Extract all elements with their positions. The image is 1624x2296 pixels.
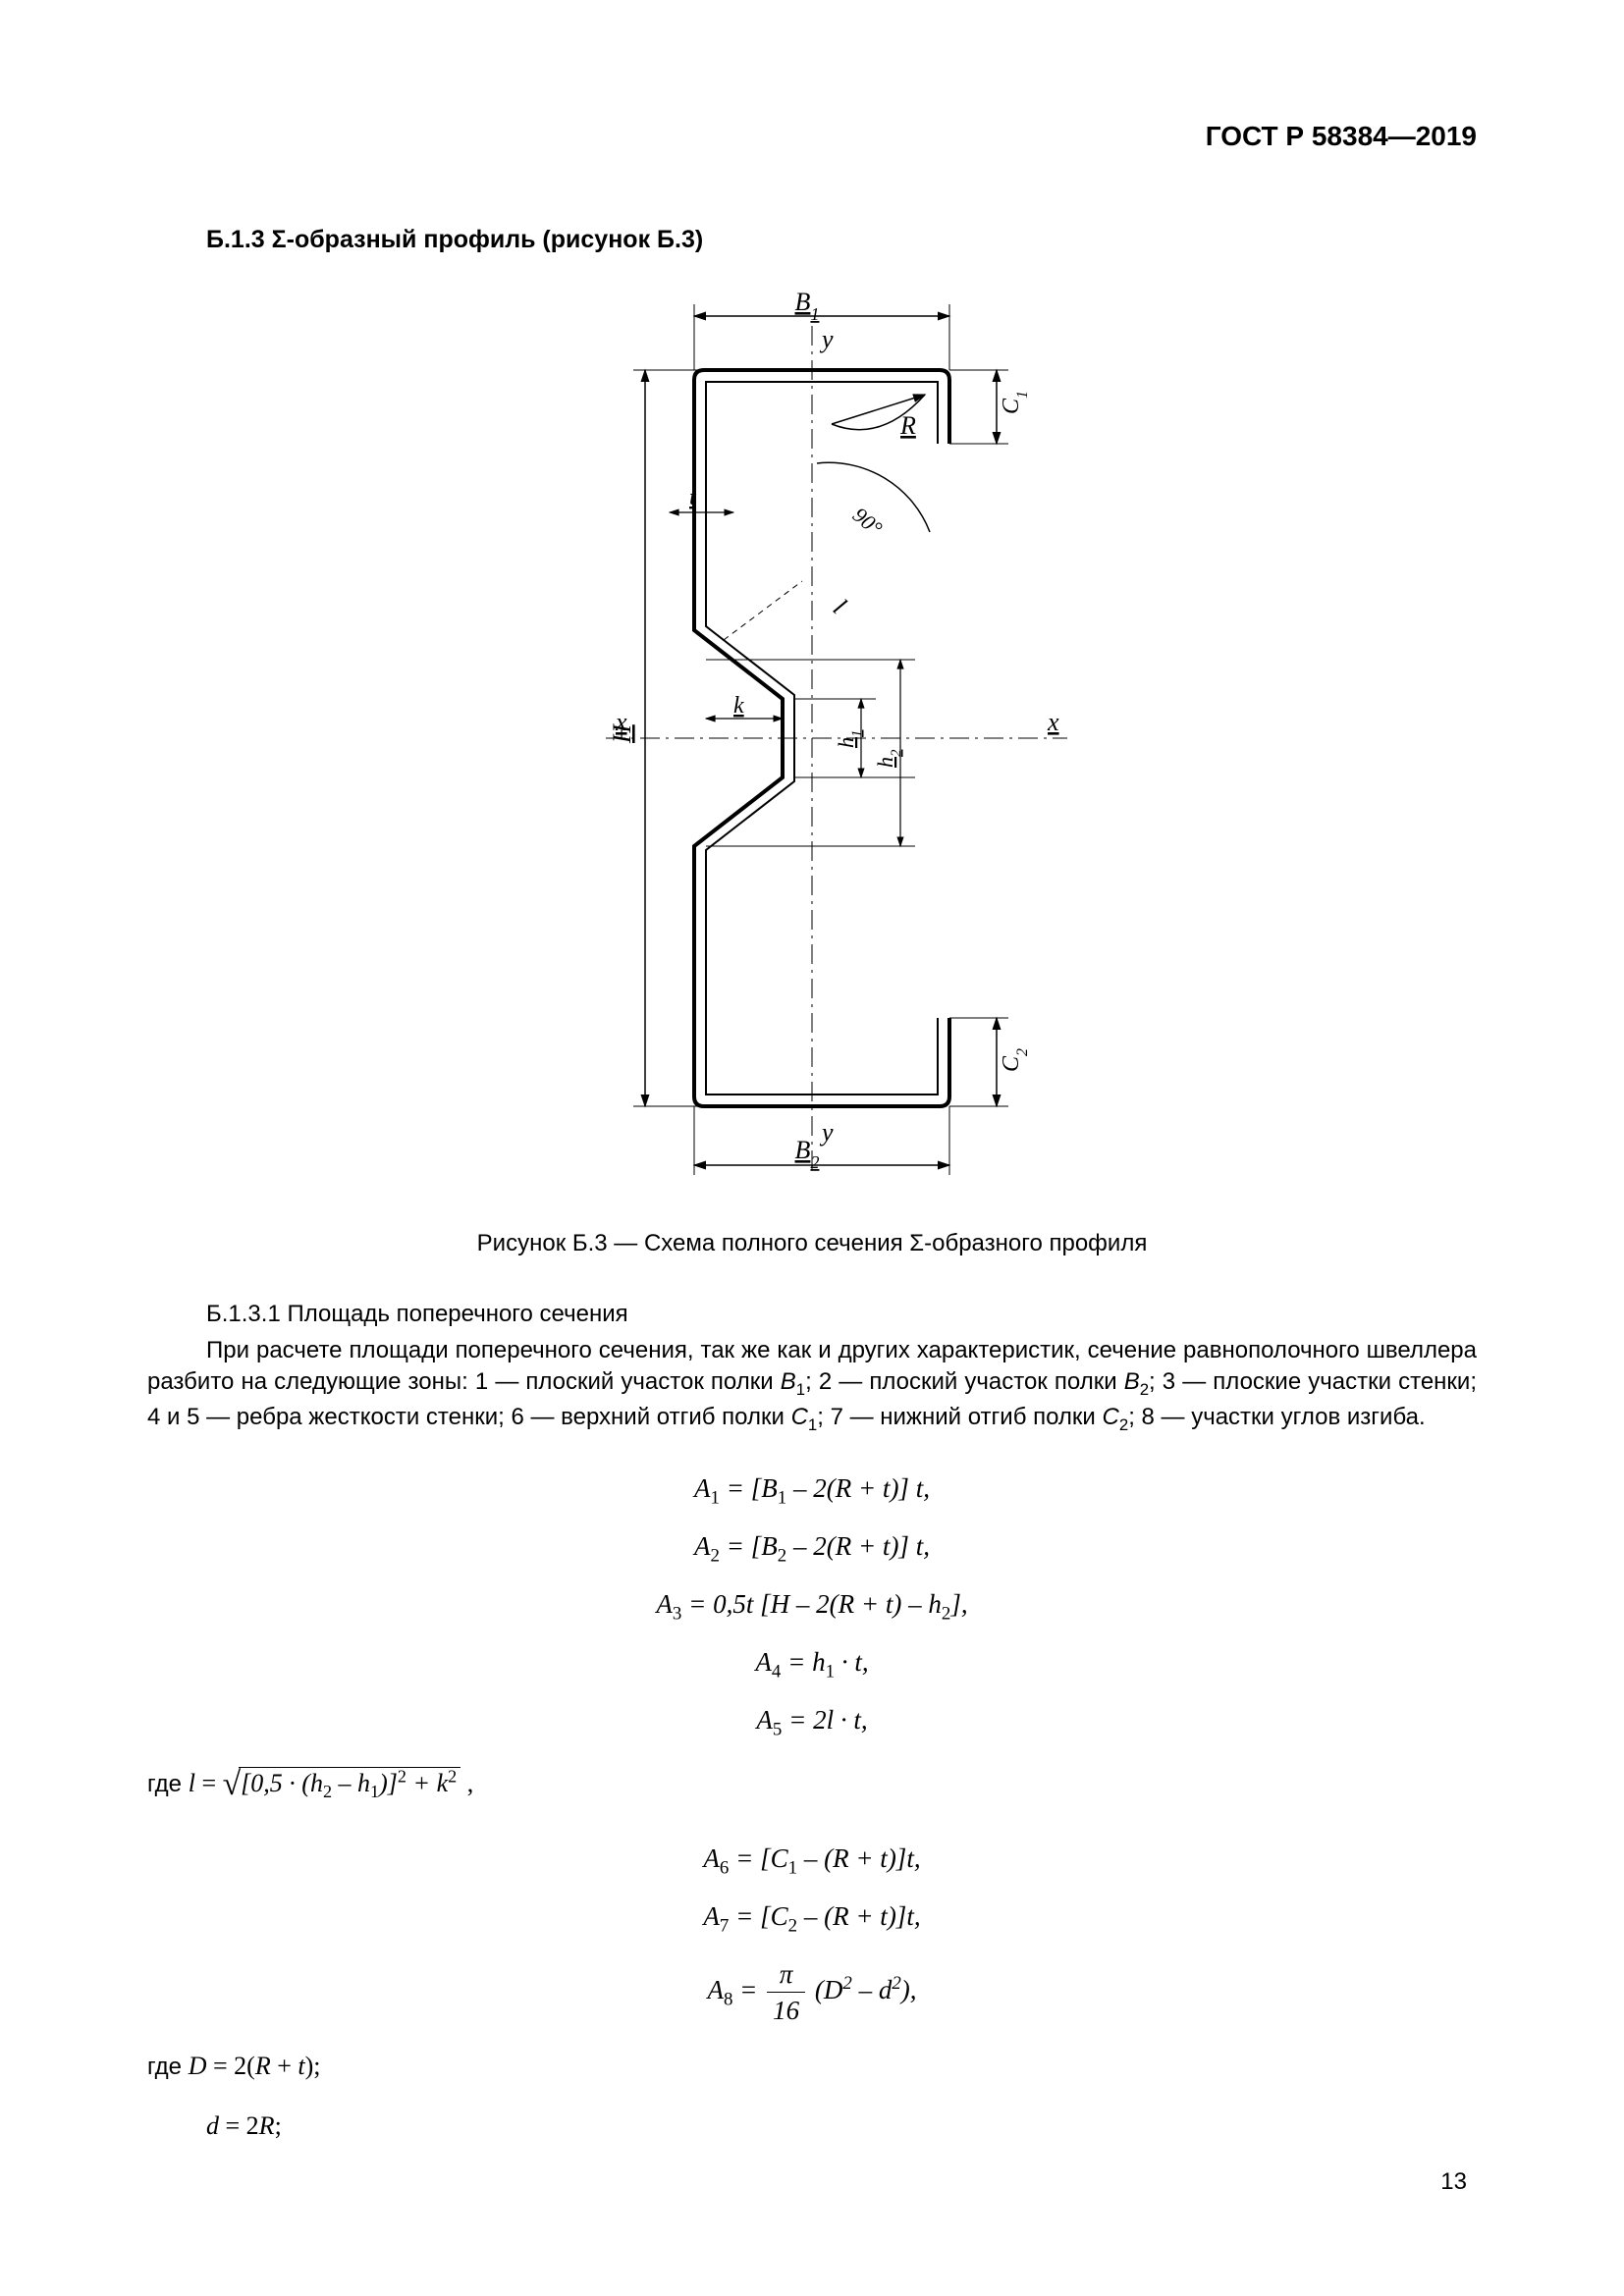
- section-number: Б.1.3: [206, 226, 272, 253]
- svg-text:R: R: [899, 411, 916, 440]
- svg-text:C2: C2: [999, 1048, 1031, 1072]
- eq-A2: A2 = [B2 – 2(R + t)] t,: [147, 1528, 1477, 1569]
- where-l: где l = √[0,5 · (h2 – h1)]2 + k2 ,: [147, 1762, 1477, 1807]
- eq-A8: A8 = π16 (D2 – d2),: [147, 1956, 1477, 2029]
- svg-text:k: k: [733, 693, 744, 719]
- section-title-rest: -образный профиль (рисунок Б.3): [287, 226, 704, 253]
- figure-b3: B1 y y x x H C1: [147, 287, 1477, 1199]
- eq-A7: A7 = [C2 – (R + t)]t,: [147, 1898, 1477, 1939]
- svg-text:90°: 90°: [848, 502, 888, 540]
- equation-block-2: A6 = [C1 – (R + t)]t, A7 = [C2 – (R + t)…: [147, 1841, 1477, 2029]
- svg-text:h2: h2: [873, 749, 904, 768]
- page-number: 13: [1440, 2166, 1467, 2198]
- figure-caption: Рисунок Б.3 — Схема полного сечения Σ-об…: [147, 1228, 1477, 1259]
- section-title: Б.1.3 Σ-образный профиль (рисунок Б.3): [147, 224, 1477, 257]
- where-d-line: d = 2R;: [206, 2109, 1477, 2143]
- svg-text:y: y: [819, 1118, 834, 1147]
- where-Dd: где D = 2(R + t);: [147, 2049, 1477, 2083]
- eq-A3: A3 = 0,5t [H – 2(R + t) – h2],: [147, 1586, 1477, 1627]
- svg-text:h1: h1: [834, 729, 865, 748]
- page: ГОСТ Р 58384—2019 Б.1.3 Σ-образный профи…: [0, 0, 1624, 2296]
- document-code-header: ГОСТ Р 58384—2019: [147, 118, 1477, 155]
- svg-text:B2: B2: [795, 1136, 820, 1172]
- svg-text:l: l: [828, 593, 851, 619]
- eq-A4: A4 = h1 · t,: [147, 1644, 1477, 1684]
- svg-text:H: H: [608, 723, 636, 744]
- sigma-profile-diagram: B1 y y x x H C1: [537, 287, 1087, 1190]
- svg-text:x: x: [1047, 708, 1059, 736]
- equation-block-1: A1 = [B1 – 2(R + t)] t, A2 = [B2 – 2(R +…: [147, 1470, 1477, 1742]
- svg-text:y: y: [819, 325, 834, 353]
- svg-text:B1: B1: [795, 288, 820, 324]
- eq-A5: A5 = 2l · t,: [147, 1702, 1477, 1742]
- eq-A6: A6 = [C1 – (R + t)]t,: [147, 1841, 1477, 1881]
- paragraph-zones: При расчете площади поперечного сечения,…: [147, 1335, 1477, 1436]
- eq-A1: A1 = [B1 – 2(R + t)] t,: [147, 1470, 1477, 1511]
- subsection-title: Б.1.3.1 Площадь поперечного сечения: [147, 1299, 1477, 1330]
- svg-text:C1: C1: [999, 391, 1031, 414]
- section-sigma: Σ: [272, 226, 287, 253]
